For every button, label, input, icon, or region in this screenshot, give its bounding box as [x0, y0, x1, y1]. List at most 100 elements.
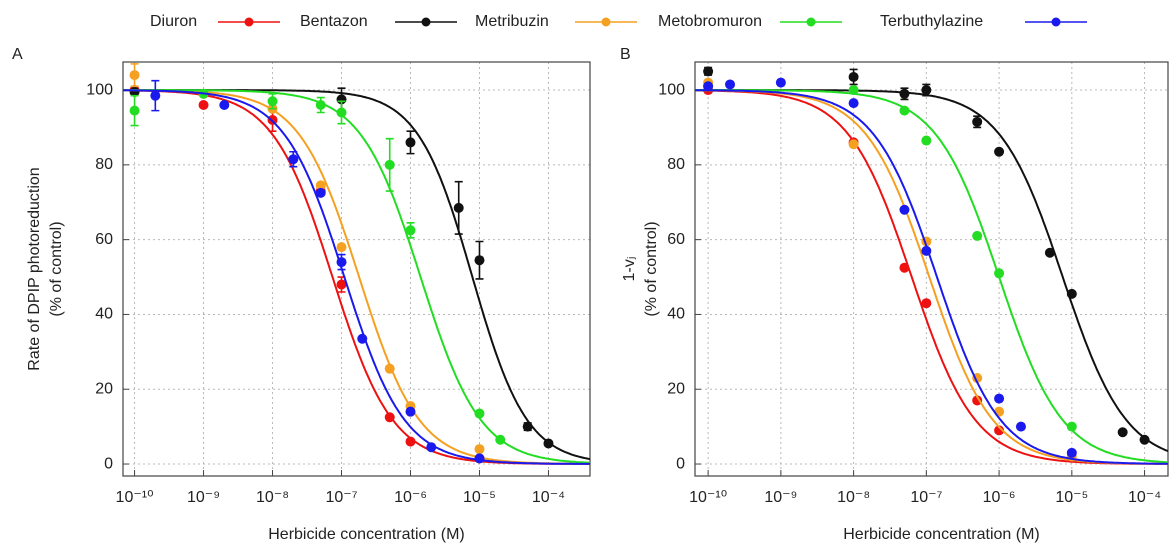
- plot-frame: [122, 61, 591, 477]
- data-point: [972, 395, 983, 406]
- data-point: [994, 425, 1005, 436]
- y-tick-label: 100: [658, 81, 685, 98]
- data-point: [972, 116, 983, 127]
- y-tick-label: 20: [667, 380, 685, 397]
- x-tick-label: 10⁻¹⁰: [689, 489, 727, 506]
- legend-marker: [601, 17, 611, 27]
- data-point: [994, 393, 1005, 404]
- y-tick-label: 60: [667, 231, 685, 248]
- data-point: [848, 85, 859, 96]
- data-point: [1015, 421, 1026, 432]
- data-point: [899, 105, 910, 116]
- legend-label: Metribuzin: [475, 13, 549, 30]
- y-tick-label: 80: [667, 156, 685, 173]
- y-tick-label: 80: [95, 156, 113, 173]
- fit-curve: [123, 89, 590, 461]
- y-tick-label: 0: [676, 455, 685, 472]
- data-point: [543, 438, 554, 449]
- data-point: [150, 90, 161, 101]
- fit-curve: [123, 89, 590, 465]
- y-tick-label: 20: [95, 380, 113, 397]
- fit-curve: [695, 89, 1168, 464]
- data-point: [336, 257, 347, 268]
- panel-label: B: [620, 46, 631, 63]
- data-point: [474, 255, 485, 266]
- x-tick-label: 10⁻⁶: [394, 489, 427, 506]
- legend-label: Diuron: [150, 13, 197, 30]
- panel-label: A: [12, 46, 23, 63]
- data-point: [129, 105, 140, 116]
- data-point: [405, 436, 416, 447]
- fit-curve: [695, 89, 1168, 453]
- legend-label: Metobromuron: [658, 13, 762, 30]
- data-point: [899, 204, 910, 215]
- x-tick-label: 10⁻⁴: [1128, 489, 1161, 506]
- data-point: [474, 444, 485, 455]
- y-axis-label: (% of control): [48, 221, 65, 316]
- data-point: [384, 412, 395, 423]
- legend-label: Bentazon: [300, 13, 368, 30]
- x-tick-label: 10⁻¹⁰: [116, 489, 154, 506]
- y-axis-label: 1-vⱼ: [621, 256, 638, 281]
- y-axis-label: Rate of DPIP photoreduction: [26, 167, 43, 370]
- data-point: [405, 137, 416, 148]
- x-tick-label: 10⁻⁷: [325, 489, 357, 506]
- plot-area: [695, 66, 1168, 465]
- data-point: [775, 77, 786, 88]
- data-point: [972, 230, 983, 241]
- data-point: [426, 442, 437, 453]
- y-tick-label: 40: [95, 306, 113, 323]
- data-point: [405, 406, 416, 417]
- y-tick-label: 60: [95, 231, 113, 248]
- legend-marker: [806, 17, 816, 27]
- legend-marker: [1051, 17, 1061, 27]
- data-point: [1066, 421, 1077, 432]
- x-tick-label: 10⁻⁵: [1055, 489, 1088, 506]
- data-point: [267, 96, 278, 107]
- data-point: [921, 85, 932, 96]
- data-point: [288, 154, 299, 165]
- legend-marker: [244, 17, 254, 27]
- plot-frame: [694, 61, 1169, 477]
- data-point: [703, 66, 714, 77]
- data-point: [921, 245, 932, 256]
- data-point: [899, 88, 910, 99]
- data-point: [1117, 427, 1128, 438]
- data-point: [921, 135, 932, 146]
- data-point: [315, 187, 326, 198]
- legend-label: Terbuthylazine: [880, 13, 983, 30]
- data-point: [703, 81, 714, 92]
- data-point: [899, 262, 910, 273]
- fit-curve: [695, 89, 1168, 465]
- data-point: [848, 98, 859, 109]
- x-tick-label: 10⁻⁹: [764, 489, 797, 506]
- y-tick-label: 40: [667, 306, 685, 323]
- data-point: [474, 453, 485, 464]
- data-point: [219, 100, 230, 111]
- fit-curve: [695, 89, 1168, 465]
- data-point: [315, 180, 326, 191]
- data-point: [357, 333, 368, 344]
- data-point: [921, 298, 932, 309]
- x-axis-label: Herbicide concentration (M): [268, 526, 465, 543]
- y-axis-label: (% of control): [643, 221, 660, 316]
- data-point: [336, 279, 347, 290]
- data-point: [453, 202, 464, 213]
- data-point: [1139, 434, 1150, 445]
- data-point: [994, 146, 1005, 157]
- y-tick-label: 100: [86, 81, 113, 98]
- x-tick-label: 10⁻⁴: [532, 489, 565, 506]
- data-point: [848, 71, 859, 82]
- x-tick-label: 10⁻⁶: [983, 489, 1016, 506]
- data-point: [384, 159, 395, 170]
- data-point: [336, 107, 347, 118]
- x-tick-label: 10⁻⁸: [256, 489, 289, 506]
- data-point: [1066, 447, 1077, 458]
- data-point: [522, 421, 533, 432]
- x-tick-label: 10⁻⁵: [463, 489, 496, 506]
- x-axis-label: Herbicide concentration (M): [843, 526, 1040, 543]
- x-tick-label: 10⁻⁸: [837, 489, 870, 506]
- data-point: [1044, 247, 1055, 258]
- x-tick-label: 10⁻⁷: [910, 489, 942, 506]
